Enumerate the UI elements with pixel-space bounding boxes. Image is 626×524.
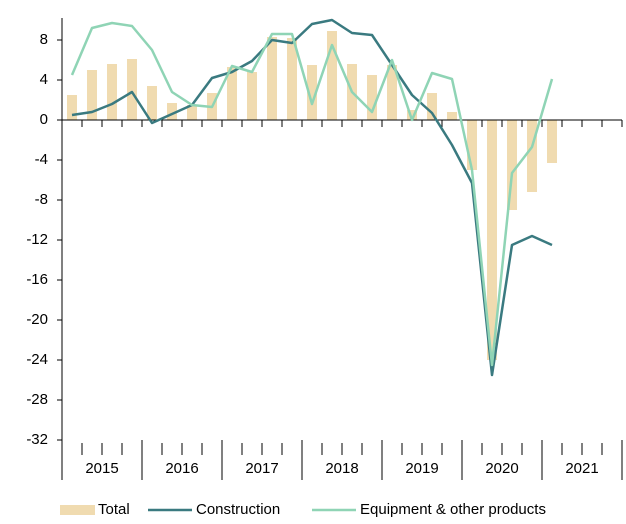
bar — [547, 120, 557, 163]
x-tick-label: 2019 — [405, 460, 438, 477]
bar — [387, 65, 397, 120]
bar — [487, 120, 497, 360]
x-tick-label: 2016 — [165, 460, 198, 477]
x-tick-label: 2017 — [245, 460, 278, 477]
bar — [147, 86, 157, 120]
bar — [327, 31, 337, 120]
y-tick-label: -4 — [35, 151, 48, 168]
bar — [307, 65, 317, 120]
x-tick-label: 2020 — [485, 460, 518, 477]
legend-label: Construction — [196, 501, 280, 518]
bar — [407, 110, 417, 120]
y-tick-label: -24 — [26, 351, 48, 368]
y-tick-label: -16 — [26, 271, 48, 288]
legend-swatch — [60, 505, 95, 515]
bar — [87, 70, 97, 120]
legend-label: Total — [98, 501, 130, 518]
bar — [187, 105, 197, 120]
bar — [447, 112, 457, 120]
bar — [507, 120, 517, 210]
bar — [167, 103, 177, 120]
y-tick-label: -8 — [35, 191, 48, 208]
x-tick-label: 2018 — [325, 460, 358, 477]
bar — [67, 95, 77, 120]
line — [70, 21, 554, 367]
y-tick-label: 4 — [40, 71, 48, 88]
bar — [367, 75, 377, 120]
bar — [467, 120, 477, 170]
bar — [267, 37, 277, 120]
bar — [287, 38, 297, 120]
bar — [227, 67, 237, 120]
y-tick-label: -32 — [26, 431, 48, 448]
y-tick-label: 8 — [40, 31, 48, 48]
legend-label: Equipment & other products — [360, 501, 546, 518]
line — [71, 18, 553, 377]
bar — [107, 64, 117, 120]
x-tick-label: 2021 — [565, 460, 598, 477]
y-tick-label: -28 — [26, 391, 48, 408]
y-tick-label: -12 — [26, 231, 48, 248]
bar — [247, 72, 257, 120]
y-tick-label: 0 — [40, 111, 48, 128]
x-tick-label: 2015 — [85, 460, 118, 477]
bar — [527, 120, 537, 192]
y-tick-label: -20 — [26, 311, 48, 328]
bar — [427, 93, 437, 120]
bar — [127, 59, 137, 120]
